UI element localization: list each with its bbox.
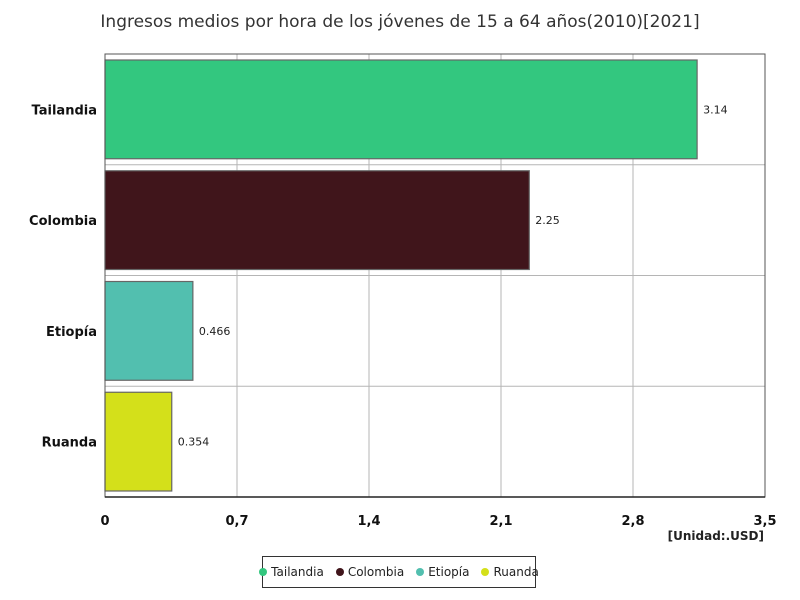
x-tick-label: 2,1 [489, 514, 512, 529]
data-label: 0.466 [199, 325, 231, 338]
legend-swatch [335, 568, 344, 576]
legend-swatch [481, 568, 490, 576]
data-label: 0.354 [178, 436, 210, 449]
y-tick-label: Ruanda [42, 436, 97, 451]
legend-label: Etiopía [428, 565, 470, 579]
bar-etiopía [104, 280, 194, 381]
bar-colombia [104, 170, 530, 271]
x-tick-label: 1,4 [357, 514, 380, 529]
legend-item: Colombia [335, 565, 405, 579]
legend-item: Tailandia [259, 565, 324, 579]
legend-swatch [416, 568, 425, 576]
chart-title: Ingresos medios por hora de los jóvenes … [100, 12, 700, 32]
bar-tailandia [104, 59, 698, 160]
legend-label: Tailandia [271, 565, 324, 579]
y-tick-label: Colombia [29, 214, 97, 229]
bar-ruanda [104, 391, 173, 492]
x-tick-label: 2,8 [621, 514, 644, 529]
legend-item: Ruanda [481, 565, 539, 579]
data-label: 2.25 [535, 214, 560, 227]
legend-item: Etiopía [416, 565, 469, 579]
x-tick-label: 0 [100, 514, 109, 529]
legend-label: Ruanda [493, 565, 539, 579]
x-tick-label: 0,7 [225, 514, 248, 529]
y-tick-label: Tailandia [32, 103, 97, 118]
legend-label: Colombia [347, 565, 405, 579]
unit-label: [Unidad:.USD] [667, 529, 764, 543]
x-tick-label: 3,5 [753, 514, 776, 529]
legend-swatch [259, 568, 268, 576]
y-tick-label: Etiopía [46, 325, 97, 340]
data-label: 3.14 [703, 103, 728, 116]
chart-legend: Tailandia Colombia Etiopía Ruanda [259, 556, 539, 588]
